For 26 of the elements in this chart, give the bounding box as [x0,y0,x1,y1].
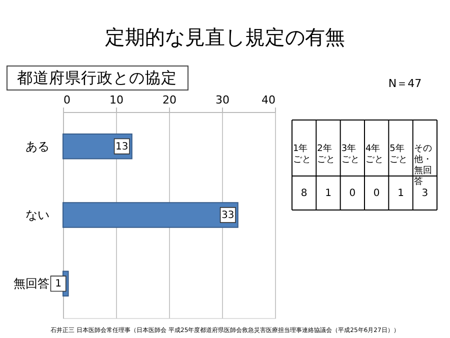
text: 1 [398,188,404,199]
data-label: 1 [55,278,62,290]
text: 8 [300,188,308,199]
x-tick-label: 30 [216,94,230,106]
chart-title: 定期的な見直し規定の有無 [105,25,345,49]
y-tick-label: 無回答 [14,276,50,291]
text: 3 [422,188,428,199]
x-tick-label: 40 [262,94,276,106]
text: その他・無回答 [414,144,432,187]
x-tick-label: 0 [64,94,70,106]
x-tick-label: 10 [110,94,124,106]
text: 0 [373,188,380,199]
text: 3年ごと [341,143,360,165]
chart-subtitle: 都道府県行政との協定 [17,69,177,87]
y-tick-label: ない [26,208,50,222]
y-tick-label: ある [26,139,50,154]
text: 0 [349,188,356,199]
text: 1年ごと [293,143,311,165]
text: 4年ごと [366,143,384,165]
text: 1 [325,188,332,199]
text: 5年ごと [390,143,408,165]
text: 2年ごと [317,143,336,165]
data-label: 33 [222,210,234,221]
text: N＝47 [388,77,422,90]
x-tick-label: 20 [162,94,176,106]
data-label: 13 [116,141,128,152]
